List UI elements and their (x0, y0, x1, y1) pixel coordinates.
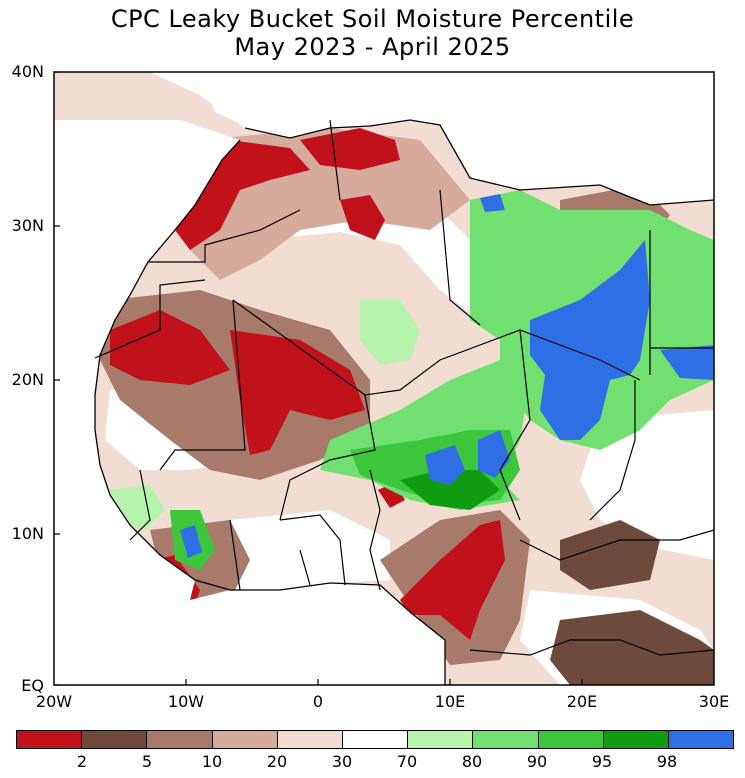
legend-swatch (473, 731, 539, 748)
country-borders (94, 119, 714, 656)
zone-wet-record-guinea (180, 525, 202, 558)
map-title: CPC Leaky Bucket Soil Moisture Percentil… (110, 5, 635, 33)
zone-wet-record-libya (480, 194, 505, 212)
legend-swatch (342, 731, 409, 748)
legend-label: 2 (76, 752, 88, 771)
legend-label: 20 (266, 752, 288, 771)
legend-swatch (82, 731, 148, 748)
legend-swatch (277, 731, 343, 748)
zone-wet-record-chad (530, 240, 650, 440)
legend-swatch (668, 731, 734, 748)
lon-label-20w: 20W (35, 692, 73, 711)
legend-label: 10 (201, 752, 223, 771)
map-frame (53, 71, 715, 686)
lon-label-10e: 10E (434, 692, 466, 711)
lon-label-30e: 30E (698, 692, 730, 711)
lon-label-10w: 10W (167, 692, 205, 711)
map-field (54, 72, 714, 685)
zone-wet-record-sudan (660, 345, 714, 380)
legend-swatch (538, 731, 604, 748)
lat-label-30n: 30N (11, 216, 44, 235)
coastline (94, 119, 714, 685)
legend-label: 90 (526, 752, 548, 771)
lon-label-0: 0 (312, 692, 324, 711)
ocean-gulf-of-guinea (54, 583, 445, 685)
zone-wet-extreme-band (400, 470, 500, 510)
zone-dry-severe-central (560, 520, 660, 590)
legend-label: 70 (396, 752, 418, 771)
legend-label: 5 (141, 752, 153, 771)
lat-label-20n: 20N (11, 370, 44, 389)
ocean-atlantic (54, 120, 240, 600)
lat-label-10n: 10N (11, 524, 44, 543)
legend-swatch (603, 731, 669, 748)
legend-label: 98 (656, 752, 678, 771)
zone-dry-extreme-mali (230, 330, 365, 455)
zone-normal-guinea (230, 510, 390, 590)
legend-label: 95 (591, 752, 613, 771)
legend-swatch (408, 731, 474, 748)
zone-dry-severe-southeast (550, 610, 714, 685)
axis-ticks (54, 71, 583, 686)
zone-dry-extreme-atlas (340, 195, 385, 240)
zone-dry-extreme-mauritania (110, 310, 230, 385)
lat-label-eq: EQ (21, 676, 44, 695)
legend-colorbar (16, 730, 734, 749)
ocean-mediterranean (240, 72, 714, 205)
zone-wet-light-north (360, 300, 420, 365)
legend-label: 30 (331, 752, 353, 771)
legend-swatch (147, 731, 213, 748)
map-subtitle: May 2023 - April 2025 (234, 33, 511, 61)
legend-label: 80 (461, 752, 483, 771)
zone-dry-extreme-cameroon (400, 520, 505, 640)
legend-swatch (17, 731, 83, 748)
zone-dry-extreme-algeria (300, 128, 400, 170)
lon-label-20e: 20E (566, 692, 598, 711)
lat-label-40n: 40N (11, 62, 44, 81)
zone-wet-record-niger (425, 445, 465, 485)
legend-swatch (212, 731, 278, 748)
